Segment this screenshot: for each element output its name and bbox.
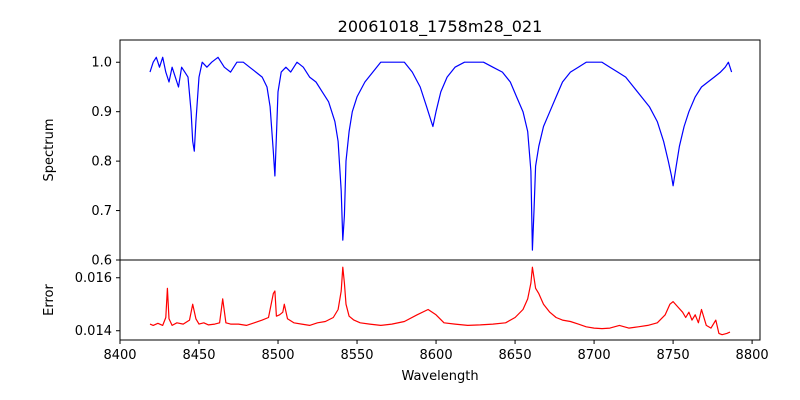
error-axes-border <box>119 259 761 341</box>
x-tick-label: 8700 <box>578 348 611 363</box>
error-y-axis-label: Error <box>42 284 57 316</box>
y-tick-label: 0.7 <box>91 204 112 219</box>
x-tick-label: 8400 <box>103 348 136 363</box>
y-tick-label: 0.6 <box>91 254 112 269</box>
x-tick-label: 8750 <box>657 348 690 363</box>
x-axis-label: Wavelength <box>401 369 478 384</box>
y-tick-label: 0.014 <box>75 324 112 339</box>
spectrum-line <box>149 56 733 251</box>
x-tick-label: 8800 <box>736 348 769 363</box>
y-tick-label: 0.016 <box>75 271 112 286</box>
spectrum-y-axis-label: Spectrum <box>42 119 57 182</box>
spectrum-plot-frame <box>120 40 760 260</box>
error-panel: 0.014 0.016 8400 8450 8500 8550 8600 8650 8700 8… <box>42 260 769 384</box>
x-tick-label: 8550 <box>340 348 373 363</box>
x-tick-label: 8600 <box>420 348 453 363</box>
error-plot-frame <box>120 260 760 340</box>
spectrum-panel: 0.6 0.7 0.8 0.9 1.0 Spectrum <box>42 40 760 269</box>
x-tick-label: 8500 <box>261 348 294 363</box>
x-tick-label: 8450 <box>182 348 215 363</box>
x-tick-label: 8650 <box>499 348 532 363</box>
chart-title: 20061018_1758m28_021 <box>338 17 543 37</box>
y-tick-label: 1.0 <box>91 56 112 71</box>
y-tick-label: 0.8 <box>91 155 112 170</box>
y-tick-label: 0.9 <box>91 105 112 120</box>
error-line <box>149 266 731 336</box>
